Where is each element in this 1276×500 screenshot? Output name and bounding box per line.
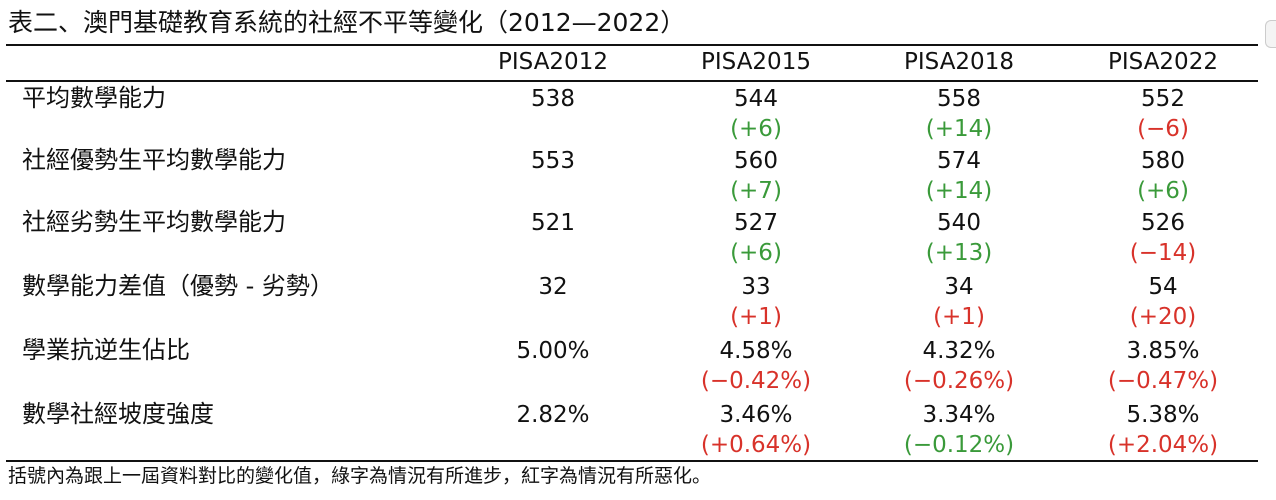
cell-change: (−0.26%): [903, 368, 1015, 394]
cell-value: 540: [937, 210, 981, 236]
cell-change: (+0.64%): [700, 432, 812, 458]
cell-value: 5.00%: [516, 338, 590, 364]
table-cell: 3.46% (+0.64%): [651, 400, 861, 460]
table-cell: 544 (+6): [651, 84, 861, 144]
table-cell: 558 (+14): [854, 84, 1064, 144]
cell-value: 544: [734, 86, 778, 112]
cell-change: (−6): [1137, 116, 1189, 142]
table-note: 括號內為跟上一屆資料對比的變化值，綠字為情況有所進步，紅字為情況有所惡化。: [8, 465, 712, 487]
table-cell: 3.85% (−0.47%): [1058, 336, 1268, 396]
header-rule: [6, 80, 1258, 82]
cell-value: 527: [734, 210, 778, 236]
cell-change: (−0.12%): [903, 432, 1015, 458]
table-cell: 33 (+1): [651, 272, 861, 332]
table-cell: 54 (+20): [1058, 272, 1268, 332]
cell-value: 574: [937, 148, 981, 174]
row-label: 社經優勢生平均數學能力: [22, 146, 286, 174]
table-cell: 552 (−6): [1058, 84, 1268, 144]
table-cell: 527 (+6): [651, 208, 861, 268]
column-header: PISA2012: [498, 49, 608, 75]
cell-change: (+14): [925, 178, 993, 204]
cell-value: 558: [937, 86, 981, 112]
cell-value: 580: [1141, 148, 1185, 174]
row-label: 數學能力差值（優勢 - 劣勢）: [22, 272, 334, 300]
cell-change: (−14): [1129, 240, 1197, 266]
cell-change: (+6): [730, 116, 782, 142]
table-cell: 560 (+7): [651, 146, 861, 206]
cell-change: (+14): [925, 116, 993, 142]
cell-value: 4.32%: [922, 338, 996, 364]
cell-value: 32: [538, 274, 568, 300]
cell-change: (+7): [730, 178, 782, 204]
cell-value: 33: [741, 274, 771, 300]
row-label: 數學社經坡度強度: [22, 400, 214, 428]
cell-change: (+6): [1137, 178, 1189, 204]
row-label: 學業抗逆生佔比: [22, 336, 190, 364]
table-cell: 574 (+14): [854, 146, 1064, 206]
cell-change: (−0.42%): [700, 368, 812, 394]
scroll-handle[interactable]: [1265, 20, 1276, 48]
table-cell: 521: [448, 208, 658, 238]
cell-change: (−0.47%): [1107, 368, 1219, 394]
cell-value: 560: [734, 148, 778, 174]
column-header: PISA2018: [904, 49, 1014, 75]
cell-value: 538: [531, 86, 575, 112]
table-cell: 3.34% (−0.12%): [854, 400, 1064, 460]
cell-change: (+1): [933, 304, 985, 330]
table-cell: 526 (−14): [1058, 208, 1268, 268]
cell-change: (+2.04%): [1107, 432, 1219, 458]
table-cell: 538: [448, 84, 658, 114]
cell-value: 5.38%: [1126, 402, 1200, 428]
table-cell: 32: [448, 272, 658, 302]
table-title: 表二、澳門基礎教育系統的社經不平等變化（2012—2022）: [8, 8, 686, 37]
cell-change: (+6): [730, 240, 782, 266]
table-cell: 580 (+6): [1058, 146, 1268, 206]
table-cell: 540 (+13): [854, 208, 1064, 268]
cell-value: 521: [531, 210, 575, 236]
row-label: 平均數學能力: [22, 84, 166, 112]
cell-value: 552: [1141, 86, 1185, 112]
cell-value: 3.85%: [1126, 338, 1200, 364]
table-cell: 2.82%: [448, 400, 658, 430]
cell-value: 3.34%: [922, 402, 996, 428]
cell-value: 34: [944, 274, 974, 300]
cell-value: 526: [1141, 210, 1185, 236]
cell-value: 553: [531, 148, 575, 174]
cell-value: 2.82%: [516, 402, 590, 428]
bottom-rule: [6, 460, 1258, 462]
table-cell: 4.32% (−0.26%): [854, 336, 1064, 396]
cell-change: (+20): [1129, 304, 1197, 330]
table-cell: 34 (+1): [854, 272, 1064, 332]
table-cell: 5.00%: [448, 336, 658, 366]
row-label: 社經劣勢生平均數學能力: [22, 208, 286, 236]
table-cell: 4.58% (−0.42%): [651, 336, 861, 396]
cell-value: 54: [1148, 274, 1178, 300]
cell-change: (+13): [925, 240, 993, 266]
top-rule: [6, 44, 1258, 46]
column-header: PISA2015: [701, 49, 811, 75]
cell-change: (+1): [730, 304, 782, 330]
cell-value: 3.46%: [719, 402, 793, 428]
table-cell: 553: [448, 146, 658, 176]
column-header: PISA2022: [1108, 49, 1218, 75]
cell-value: 4.58%: [719, 338, 793, 364]
table-cell: 5.38% (+2.04%): [1058, 400, 1268, 460]
